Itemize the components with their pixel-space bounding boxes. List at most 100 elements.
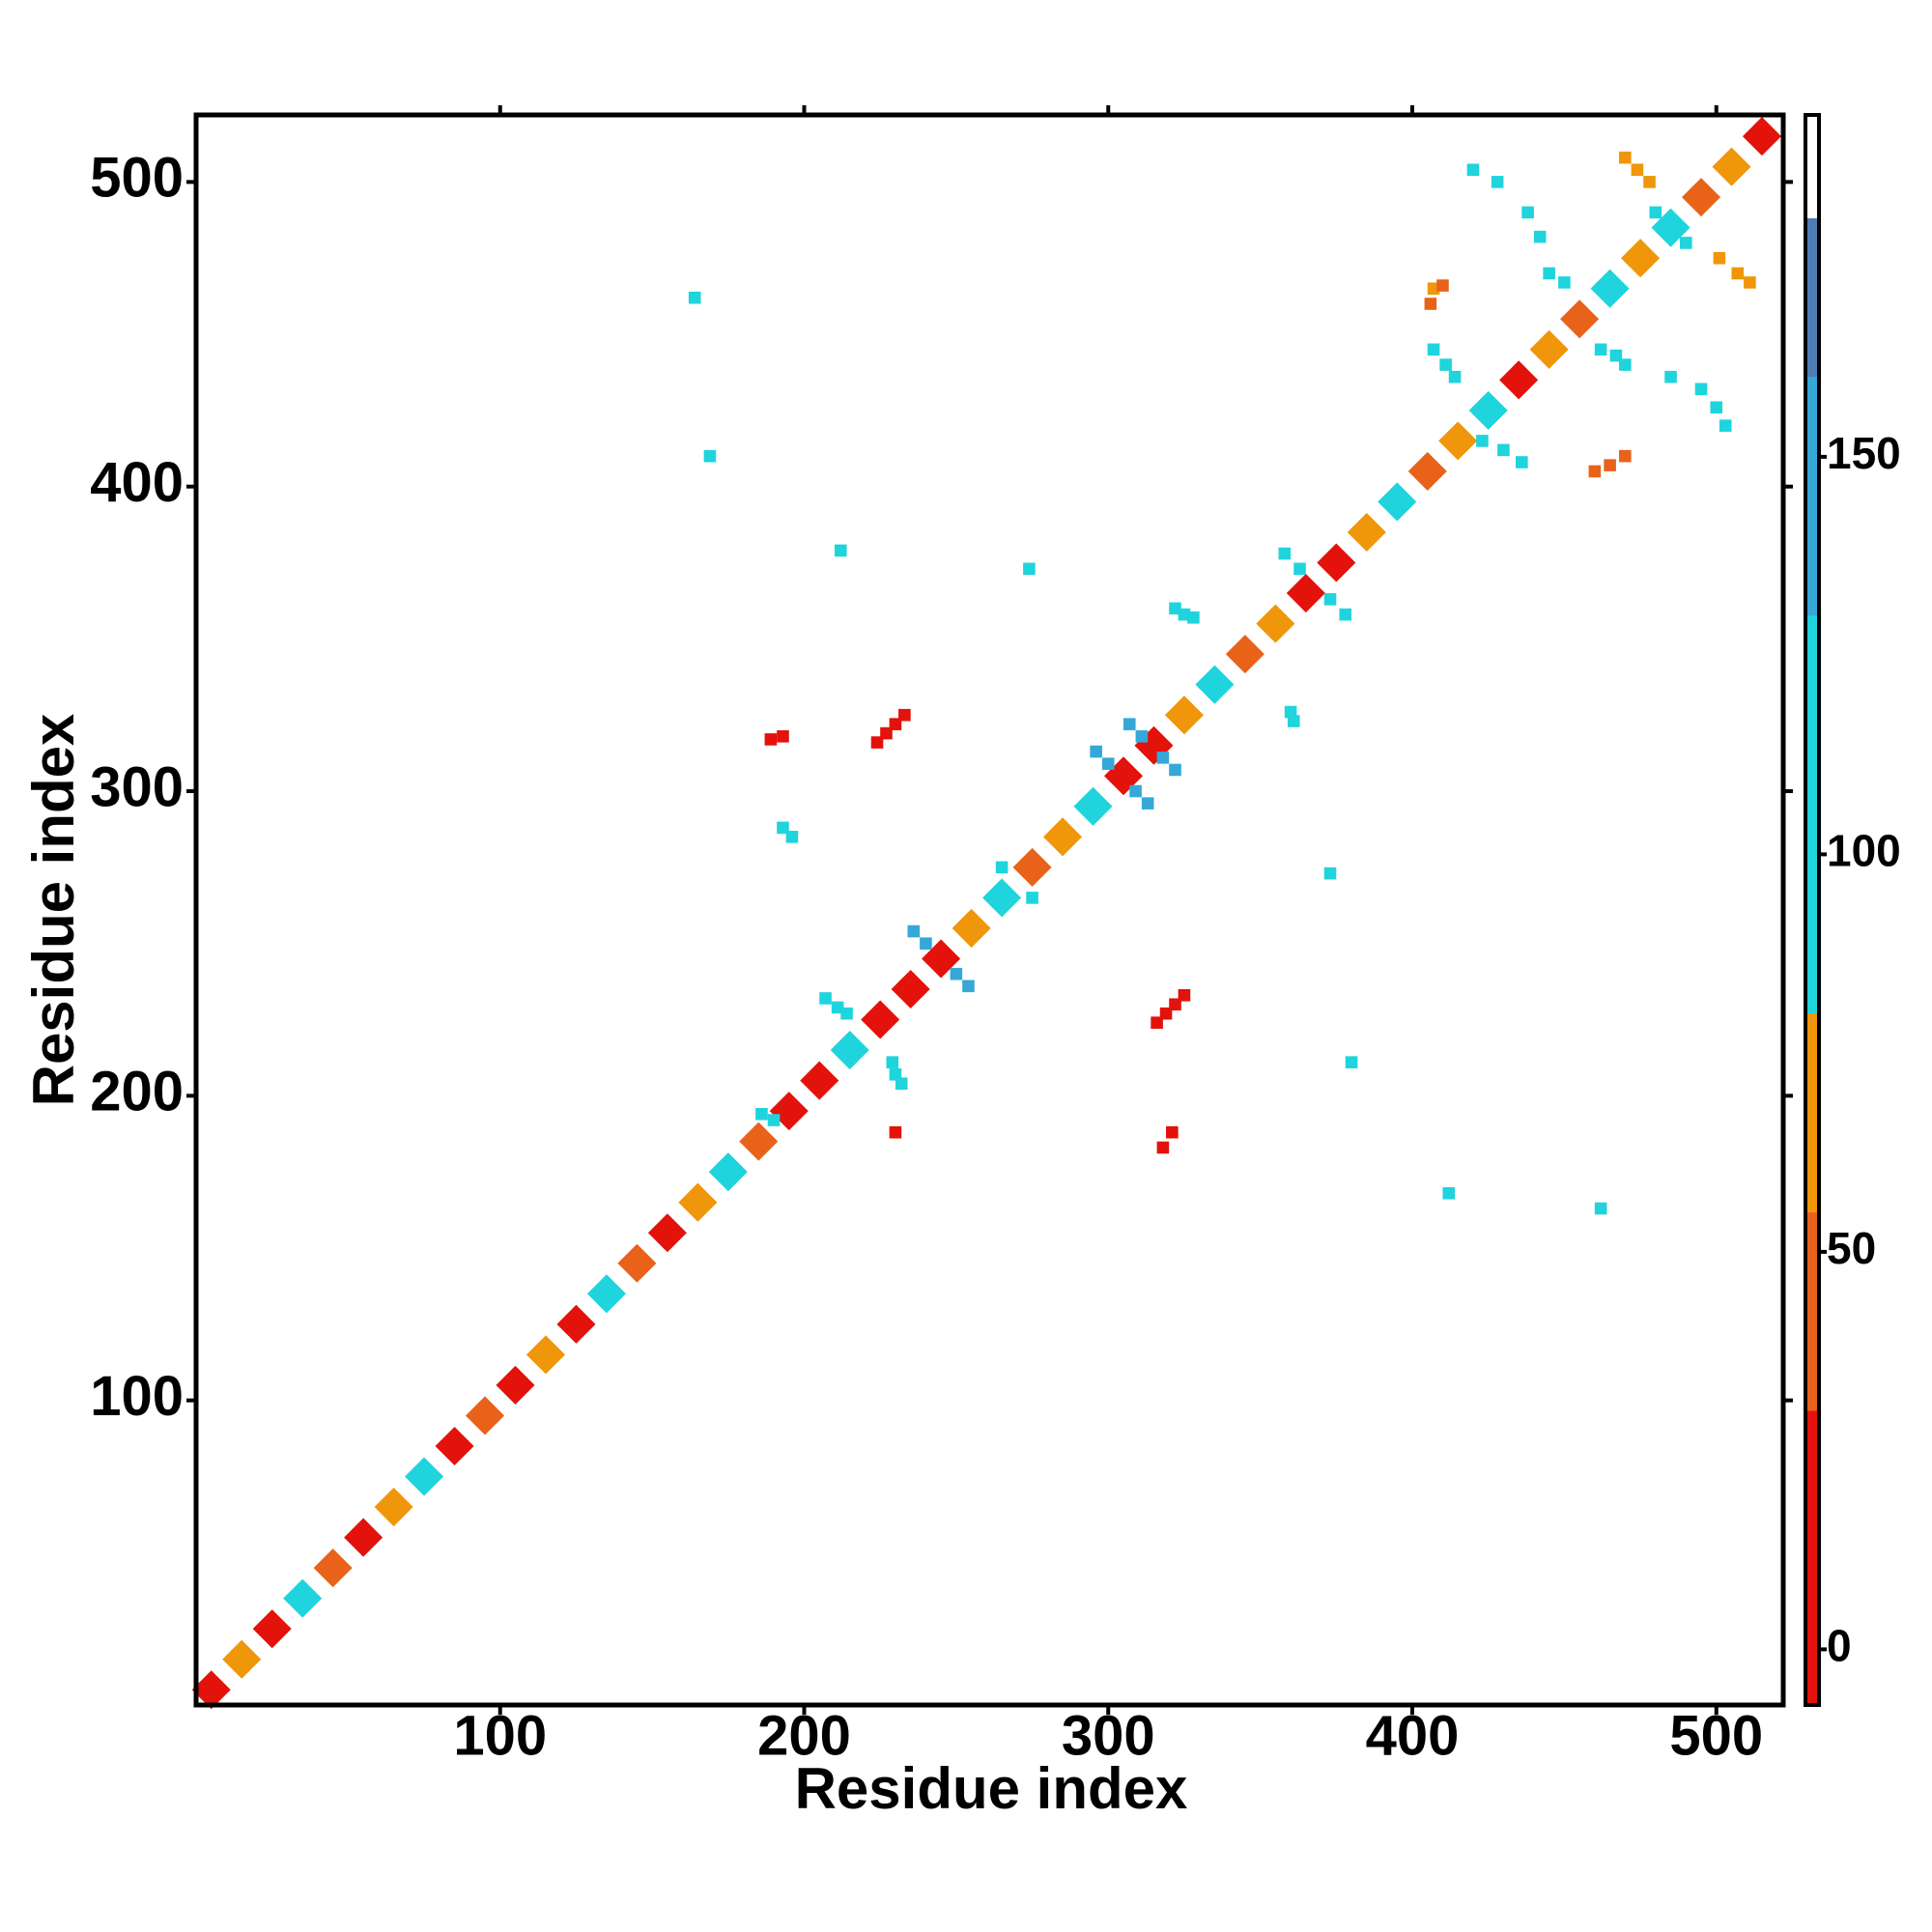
contact-cell [1649,206,1662,219]
y-tick-label: 400 [90,451,184,514]
contact-cell [1169,763,1181,777]
contact-cell [1619,449,1632,463]
contact-cell [1631,163,1644,177]
contact-cell [374,1488,413,1527]
contact-cell [283,1578,323,1618]
contact-cell [556,1304,596,1344]
contact-cell [1169,998,1181,1011]
contact-cell [252,1609,292,1649]
contact-cell [1497,443,1510,457]
contact-cell [767,1114,781,1126]
y-tick-label: 300 [90,755,184,818]
contact-cell [1339,608,1352,621]
colorbar-segment [1805,1012,1819,1212]
contact-cell [1195,665,1235,704]
colorbar-tick-label: 100 [1827,826,1901,876]
contact-cell [1719,419,1732,432]
contact-cell [1156,1141,1170,1154]
contact-cell [870,736,884,749]
contact-cell [1284,705,1297,719]
contact-cell [1560,299,1600,339]
contact-cell [617,1243,657,1283]
contact-cell [586,1274,626,1314]
contact-cell [1101,757,1115,770]
contact-cell [1317,543,1356,582]
contact-cell [1164,696,1204,735]
contact-cell [1043,817,1083,857]
contact-cell [907,924,921,938]
contact-cell [1347,512,1386,553]
contact-cell [678,1182,718,1222]
contact-cell [819,992,832,1005]
contact-cell [1742,117,1781,156]
contact-cell [895,1077,908,1091]
contact-cell [880,726,893,740]
contact-cell [755,1107,768,1121]
contact-cell [1713,251,1726,265]
contact-cell [1122,718,1136,730]
contact-cell [764,733,778,746]
contact-cell [1594,343,1607,356]
contact-cell [830,1031,869,1070]
contact-cell [777,729,789,743]
contact-cell [950,967,963,980]
contact-cell [1558,276,1571,289]
contact-cell [1166,1125,1179,1139]
colorbar-frame [1804,113,1821,1707]
contact-cell [1466,163,1480,177]
contact-cell [1491,176,1504,188]
contact-cell [952,908,991,948]
contact-cell [526,1335,565,1375]
contact-cell [1594,1202,1607,1215]
contact-cell [1159,1007,1173,1020]
contact-cell [840,1007,853,1020]
colorbar-segment [1805,615,1819,1013]
contact-cell [1476,435,1489,447]
contact-cell [834,544,847,557]
contact-cell [1427,343,1440,356]
contact-cell [1151,1016,1163,1029]
contact-cell [1521,206,1534,219]
colorbar-tick-label: 50 [1827,1223,1876,1273]
plot-frame [193,112,1786,1708]
contact-cell [1590,269,1630,308]
colorbar-segment [1805,115,1819,218]
contact-cell [1516,456,1528,469]
contact-cell [1436,279,1449,292]
contact-cell [1026,892,1038,904]
contact-cell [1619,358,1632,371]
x-tick-label: 500 [1669,1704,1763,1767]
contact-cell [1278,547,1292,560]
y-tick-label: 200 [90,1061,184,1123]
contact-cell [1073,786,1113,826]
x-tick-label: 200 [757,1704,851,1767]
contact-cell [1543,267,1555,280]
contact-cell [1407,451,1447,491]
colorbar-tick-label: 0 [1827,1621,1852,1671]
contact-cell [1287,715,1300,727]
contact-cell [1378,482,1417,522]
contact-cell [222,1639,262,1679]
colorbar-segment [1805,377,1819,616]
contact-cell [861,1000,900,1039]
contact-cell [1533,230,1547,243]
contact-cell [1225,635,1264,674]
contact-cell [889,1125,902,1139]
contact-cell [405,1457,444,1496]
x-tick-label: 400 [1366,1704,1460,1767]
contact-cell [982,878,1022,918]
contact-cell [1710,401,1723,414]
x-tick-label: 300 [1062,1704,1155,1767]
contact-cell [313,1548,353,1588]
x-axis-title: Residue index [795,1756,1188,1821]
contact-cell [1664,370,1677,384]
contact-cell [889,718,902,730]
contact-cell [1135,729,1149,743]
contact-cell [1323,593,1337,606]
colorbar-segment [1805,1211,1819,1411]
contact-cell [891,969,930,1009]
contact-cell [708,1152,748,1192]
contact-cell [1679,237,1692,249]
